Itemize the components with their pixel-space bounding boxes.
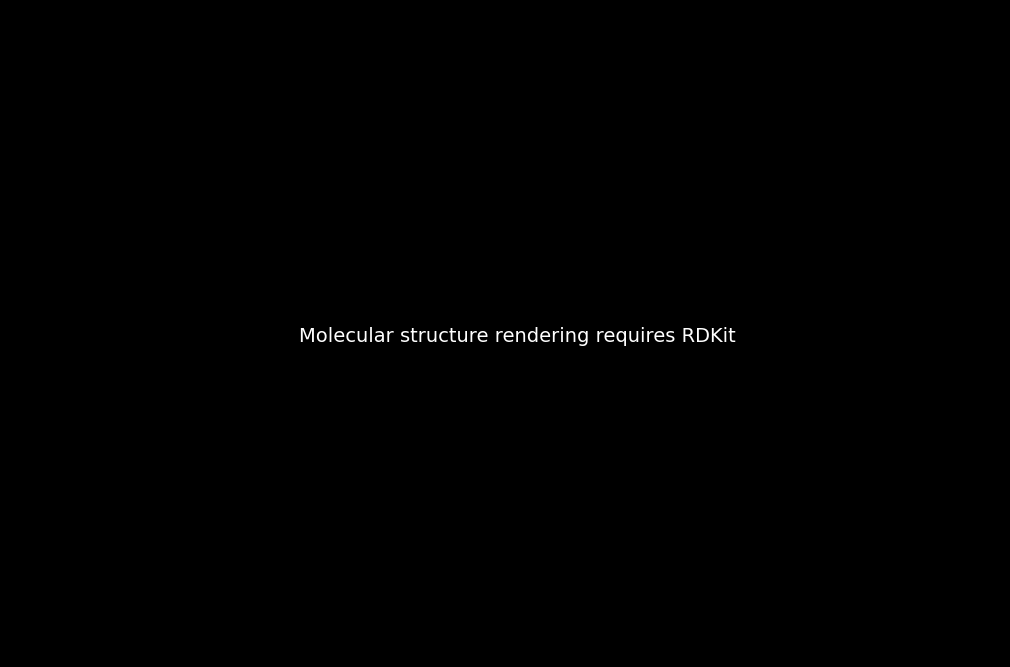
Text: Molecular structure rendering requires RDKit: Molecular structure rendering requires R…: [299, 327, 736, 346]
